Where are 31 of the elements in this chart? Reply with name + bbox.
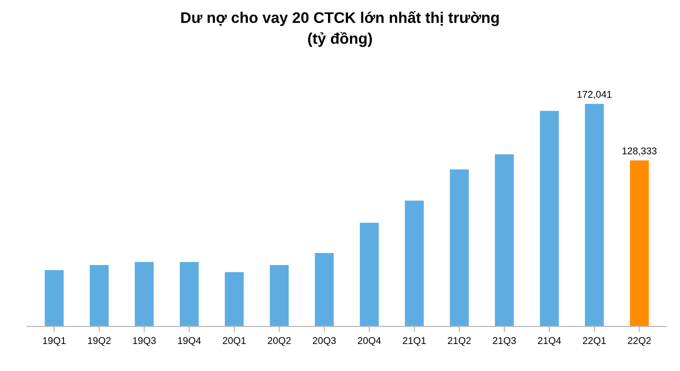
data-label: 172,041 — [578, 90, 612, 99]
chart-title: Dư nợ cho vay 20 CTCK lớn nhất thị trường (tỷ đồng) — [181, 11, 499, 47]
x-tick-label: 22Q2 — [628, 337, 651, 346]
x-tick-label: 20Q1 — [222, 337, 246, 346]
bar — [44, 270, 64, 326]
bar — [540, 110, 559, 326]
x-tick-label: 22Q1 — [582, 337, 606, 346]
bar — [90, 265, 109, 326]
x-tick-label: 20Q3 — [312, 337, 336, 346]
x-tick-label: 21Q4 — [538, 337, 561, 346]
bar — [494, 154, 514, 326]
bar — [360, 222, 379, 326]
x-tick-label: 21Q2 — [448, 337, 471, 346]
bar — [314, 252, 334, 326]
bar — [584, 104, 604, 326]
bar — [404, 200, 424, 326]
x-tick-label: 21Q1 — [402, 337, 426, 346]
x-tick-label: 19Q3 — [133, 337, 156, 346]
x-tick-label: 21Q3 — [492, 337, 516, 346]
x-tick-label: 19Q4 — [178, 337, 201, 346]
data-label: 128,333 — [622, 147, 657, 156]
bar — [450, 169, 469, 326]
x-tick-label: 19Q2 — [88, 337, 111, 346]
x-tick-label: 20Q2 — [268, 337, 291, 346]
bar — [180, 262, 199, 326]
bar — [224, 272, 244, 326]
x-tick-label: 20Q4 — [358, 337, 381, 346]
bar — [134, 262, 154, 326]
bar — [270, 265, 289, 326]
bar — [630, 160, 649, 326]
x-tick-label: 19Q1 — [43, 337, 66, 346]
